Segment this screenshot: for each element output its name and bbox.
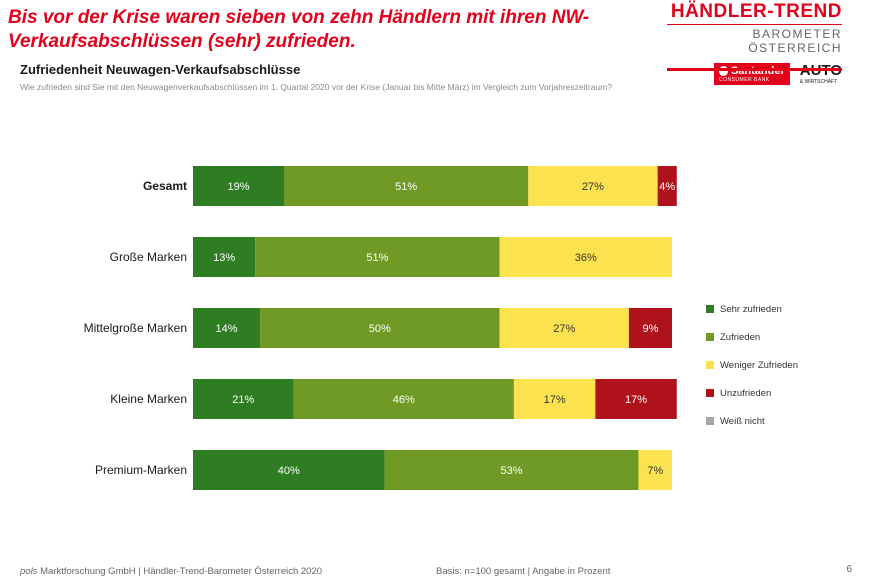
legend-label: Zufrieden — [720, 331, 761, 343]
data-label: 13% — [213, 252, 235, 264]
chart-title: Zufriedenheit Neuwagen-Verkaufsabschlüss… — [20, 62, 301, 77]
data-label: 53% — [501, 465, 523, 477]
data-label: 36% — [575, 252, 597, 264]
logo-divider — [667, 68, 842, 71]
legend-item: Sehr zufrieden — [706, 295, 798, 323]
data-label: 51% — [395, 181, 417, 193]
headline: Bis vor der Krise waren sieben von zehn … — [8, 7, 590, 52]
legend-label: Weniger Zufrieden — [720, 359, 798, 371]
data-label: 21% — [232, 394, 254, 406]
bar-segment — [595, 379, 677, 419]
footer-company-italic: pols — [20, 566, 38, 577]
category-label: Kleine Marken — [110, 392, 187, 406]
bar-segment — [638, 450, 672, 490]
logo-main-text: HÄNDLER-TREND — [670, 1, 842, 22]
bar-segment — [513, 379, 596, 419]
footer-company-rest: Marktforschung GmbH | Händler-Trend-Baro… — [37, 566, 323, 577]
bar-segment — [193, 166, 285, 206]
data-label: 7% — [647, 465, 663, 477]
bar-segment — [193, 450, 385, 490]
bar-segment — [528, 166, 658, 206]
data-label: 50% — [369, 323, 391, 335]
legend-swatch — [706, 361, 714, 369]
data-label: 14% — [216, 323, 238, 335]
bar-segment — [193, 379, 294, 419]
legend-swatch — [706, 389, 714, 397]
data-label: 46% — [393, 394, 415, 406]
page-number: 6 — [846, 564, 852, 575]
legend-swatch — [706, 305, 714, 313]
legend-label: Unzufrieden — [720, 387, 772, 399]
legend-item: Zufrieden — [706, 323, 798, 351]
legend-swatch — [706, 333, 714, 341]
data-label: 27% — [582, 181, 604, 193]
data-label: 19% — [227, 181, 249, 193]
data-label: 9% — [642, 323, 658, 335]
bar-segment — [260, 308, 500, 348]
bar-segment — [255, 237, 500, 277]
auto-sub: & WIRTSCHAFT — [799, 79, 838, 85]
data-label: 51% — [366, 252, 388, 264]
chart-legend: Sehr zufrieden Zufrieden Weniger Zufrieden… — [706, 295, 798, 435]
legend-swatch — [706, 417, 714, 425]
bar-segment — [499, 237, 672, 277]
bar-segment — [293, 379, 514, 419]
bar-segment — [284, 166, 529, 206]
bar-segment — [193, 308, 261, 348]
data-label: 17% — [544, 394, 566, 406]
bar-segment — [628, 308, 672, 348]
footer-basis: Basis: n=100 gesamt | Angabe in Prozent — [436, 566, 611, 577]
legend-item: Unzufrieden — [706, 379, 798, 407]
data-label: 4% — [659, 181, 675, 193]
legend-label: Sehr zufrieden — [720, 303, 782, 315]
bar-segment — [499, 308, 629, 348]
data-label: 17% — [625, 394, 647, 406]
category-label: Gesamt — [143, 179, 187, 193]
category-label: Große Marken — [110, 250, 187, 264]
chart-subtitle: Wie zufrieden sind Sie mit den Neuwagenv… — [20, 82, 612, 92]
legend-label: Weiß nicht — [720, 415, 765, 427]
category-label: Premium-Marken — [95, 463, 187, 477]
bar-segment — [384, 450, 639, 490]
category-label: Mittelgroße Marken — [84, 321, 187, 335]
flame-icon — [718, 66, 728, 76]
bar-segment — [657, 166, 677, 206]
bar-segment — [193, 237, 256, 277]
legend-item: Weniger Zufrieden — [706, 351, 798, 379]
legend-item: Weiß nicht — [706, 407, 798, 435]
data-label: 27% — [553, 323, 575, 335]
data-label: 40% — [278, 465, 300, 477]
logo-sub-text: BAROMETER ÖSTERREICH — [667, 24, 842, 55]
santander-sub: CONSUMER BANK — [718, 77, 770, 83]
footer-source: pols Marktforschung GmbH | Händler-Trend… — [20, 566, 322, 577]
